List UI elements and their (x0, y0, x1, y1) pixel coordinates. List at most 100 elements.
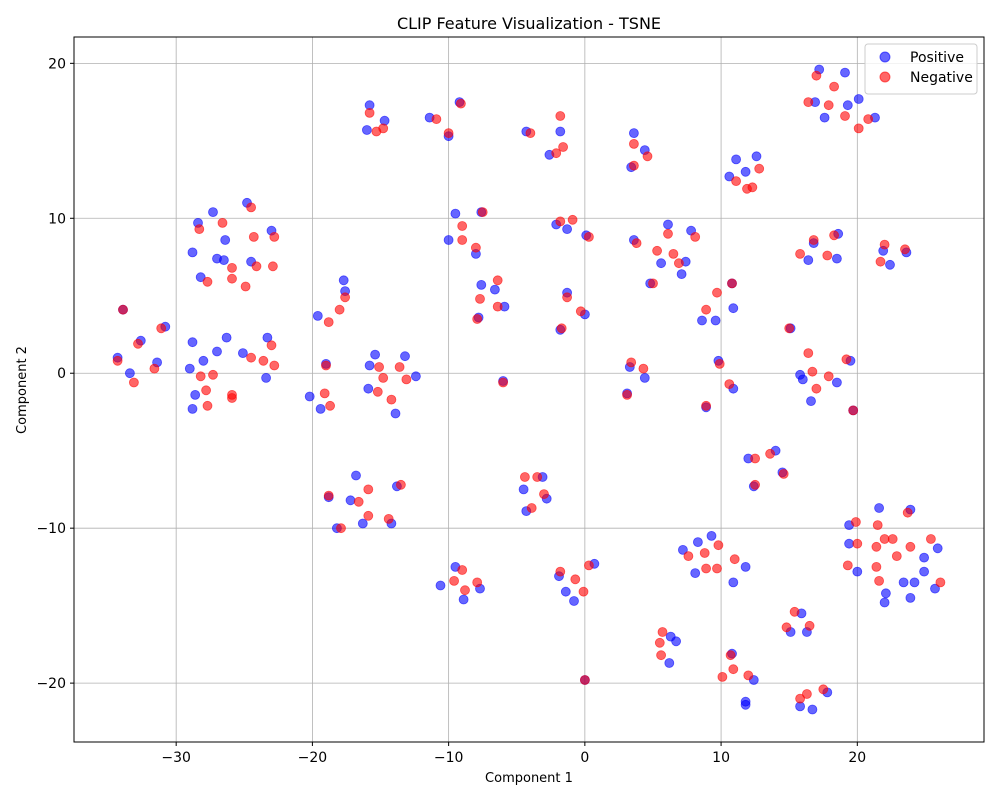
point-negative (926, 534, 936, 544)
point-positive (184, 363, 195, 374)
point-negative (872, 520, 883, 530)
point-negative (622, 389, 632, 400)
point-positive (909, 577, 920, 588)
point-positive (345, 495, 356, 506)
point-negative (863, 114, 874, 124)
point-negative (455, 98, 466, 109)
point-negative (246, 352, 257, 363)
point-positive (629, 128, 639, 139)
point-negative (372, 386, 383, 397)
point-positive (363, 383, 374, 394)
point-positive (370, 349, 381, 360)
point-negative (811, 383, 822, 394)
point-negative (879, 239, 890, 250)
point-negative (340, 292, 351, 303)
point-positive (261, 372, 272, 383)
point-negative (851, 517, 861, 527)
point-positive (489, 284, 500, 295)
point-negative (631, 238, 642, 249)
point-negative (555, 216, 566, 227)
point-negative (334, 304, 345, 315)
point-negative (395, 479, 406, 490)
point-negative (443, 128, 454, 139)
point-negative (202, 400, 213, 411)
point-negative (449, 576, 460, 586)
x-axis-label: Component 1 (485, 771, 573, 786)
point-negative (266, 340, 277, 351)
legend-marker-positive (879, 51, 891, 63)
point-positive (569, 596, 579, 606)
point-positive (807, 704, 818, 715)
series-positive (112, 64, 943, 715)
point-negative (194, 224, 205, 235)
point-negative (431, 114, 442, 124)
point-positive (853, 94, 864, 104)
point-negative (811, 70, 822, 81)
point-negative (492, 275, 503, 286)
point-negative (539, 489, 549, 500)
point-negative (754, 163, 765, 174)
point-negative (626, 357, 637, 368)
point-negative (364, 108, 375, 118)
point-positive (832, 377, 842, 388)
point-negative (227, 262, 237, 273)
point-negative (575, 306, 586, 317)
point-positive (195, 272, 206, 283)
point-negative (526, 503, 537, 513)
point-negative (133, 338, 143, 349)
point-negative (638, 363, 649, 374)
point-positive (262, 332, 273, 343)
point-negative (714, 358, 725, 369)
point-positive (797, 374, 808, 385)
point-negative (201, 385, 212, 396)
point-positive (751, 151, 762, 162)
point-positive (364, 360, 375, 371)
point-negative (818, 684, 829, 695)
point-negative (558, 142, 568, 152)
point-positive (400, 351, 410, 362)
chart-title: CLIP Feature Visualization - TSNE (397, 14, 661, 33)
point-negative (570, 574, 581, 585)
point-negative (725, 650, 736, 661)
point-negative (269, 231, 280, 242)
point-negative (654, 637, 665, 648)
legend-label-negative: Negative (910, 70, 973, 86)
point-negative (578, 586, 589, 597)
point-positive (852, 566, 863, 577)
point-negative (202, 276, 213, 287)
point-negative (363, 510, 374, 521)
point-positive (560, 586, 571, 597)
point-negative (795, 248, 805, 259)
point-negative (156, 323, 167, 334)
point-positive (450, 208, 461, 219)
point-positive (842, 100, 853, 111)
point-negative (887, 534, 898, 544)
point-negative (699, 548, 710, 558)
legend-label-positive: Positive (910, 50, 964, 66)
point-positive (198, 355, 209, 366)
point-negative (743, 670, 754, 681)
point-positive (443, 235, 454, 245)
point-negative (648, 278, 658, 289)
point-negative (848, 405, 859, 416)
point-positive (338, 275, 349, 286)
point-negative (323, 490, 334, 501)
point-negative (555, 111, 566, 121)
point-negative (240, 281, 251, 292)
point-positive (740, 166, 751, 177)
point-positive (740, 699, 751, 710)
point-negative (269, 360, 280, 371)
point-negative (853, 123, 864, 134)
point-negative (729, 554, 740, 565)
point-negative (378, 123, 389, 134)
point-positive (212, 346, 222, 357)
point-negative (784, 323, 795, 334)
point-positive (844, 538, 854, 549)
y-tick-label: 0 (57, 366, 66, 382)
point-negative (629, 160, 639, 171)
y-tick-label: −10 (36, 521, 66, 537)
point-negative (803, 97, 814, 107)
point-negative (112, 355, 123, 366)
point-negative (118, 304, 128, 315)
